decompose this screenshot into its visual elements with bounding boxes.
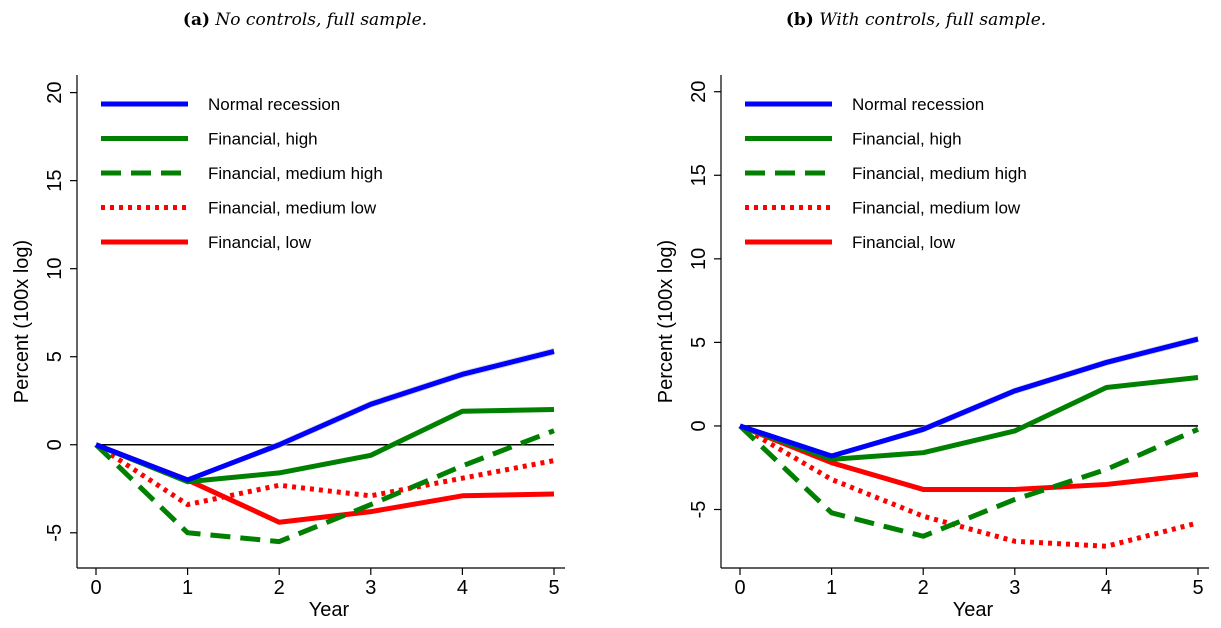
x-axis-label: Year <box>309 599 350 621</box>
x-tick-label: 5 <box>548 577 559 599</box>
legend-label: Normal recession <box>852 95 984 114</box>
legend-label: Financial, medium high <box>208 164 383 183</box>
x-tick-label: 0 <box>734 577 745 599</box>
y-tick-label: 20 <box>44 81 66 103</box>
line-chart-b: -5 0 5 10 15 20 0 1 2 3 4 5 Year Percent (100x log) No… <box>655 75 1209 621</box>
y-tick-label: -5 <box>688 501 710 519</box>
legend-label: Financial, low <box>852 233 956 252</box>
x-tick-label: 2 <box>274 577 285 599</box>
series-line <box>95 349 555 483</box>
y-tick-label: 10 <box>44 258 66 280</box>
panel-a: (a) No controls, full sample. -5 0 5 10 15 20… <box>0 0 610 628</box>
panel-b: (b) With controls, full sample. -5 0 5 10 15… <box>611 0 1221 628</box>
series-line <box>738 423 1199 549</box>
caption-label: (b) <box>785 10 814 30</box>
x-axis-label: Year <box>953 599 994 621</box>
x-tick-label: 3 <box>1009 577 1020 599</box>
legend-label: Financial, high <box>208 130 318 149</box>
y-tick-label: 5 <box>44 351 66 362</box>
series-line <box>739 374 1199 462</box>
legend-label: Financial, low <box>208 233 312 252</box>
line-chart-a: -5 0 5 10 15 20 0 1 2 3 4 5 Year Percent (100x log) No… <box>11 75 565 621</box>
series-line <box>739 336 1199 459</box>
y-tick-label: 5 <box>688 337 710 348</box>
y-tick-label: 20 <box>688 81 710 103</box>
y-axis-label: Percent (100x log) <box>11 240 33 403</box>
x-tick-label: 0 <box>90 577 101 599</box>
caption-label: (a) <box>182 10 211 30</box>
panel-caption: (a) No controls, full sample. <box>0 10 610 30</box>
panel-caption: (b) With controls, full sample. <box>611 10 1221 30</box>
y-tick-label: 15 <box>688 164 710 186</box>
x-tick-label: 3 <box>365 577 376 599</box>
x-tick-label: 4 <box>457 577 468 599</box>
legend-label: Normal recession <box>208 95 340 114</box>
legend-label: Financial, high <box>852 130 962 149</box>
legend-label: Financial, medium low <box>852 199 1021 218</box>
caption-text: No controls, full sample. <box>215 10 428 30</box>
series-line <box>94 442 555 508</box>
x-tick-label: 1 <box>826 577 837 599</box>
y-axis-label: Percent (100x log) <box>655 240 677 403</box>
x-tick-label: 2 <box>918 577 929 599</box>
y-tick-label: 10 <box>688 248 710 270</box>
caption-text: With controls, full sample. <box>819 10 1047 30</box>
series-line <box>738 424 1200 539</box>
x-tick-label: 1 <box>182 577 193 599</box>
y-tick-label: 0 <box>688 420 710 431</box>
series-line <box>739 423 1199 492</box>
x-tick-label: 4 <box>1101 577 1112 599</box>
y-tick-label: -5 <box>44 524 66 542</box>
x-tick-label: 5 <box>1192 577 1203 599</box>
y-tick-label: 15 <box>44 170 66 192</box>
legend-label: Financial, medium low <box>208 199 377 218</box>
y-tick-label: 0 <box>44 439 66 450</box>
legend-label: Financial, medium high <box>852 164 1027 183</box>
series-line <box>94 428 555 545</box>
confidence-band <box>740 335 1198 458</box>
